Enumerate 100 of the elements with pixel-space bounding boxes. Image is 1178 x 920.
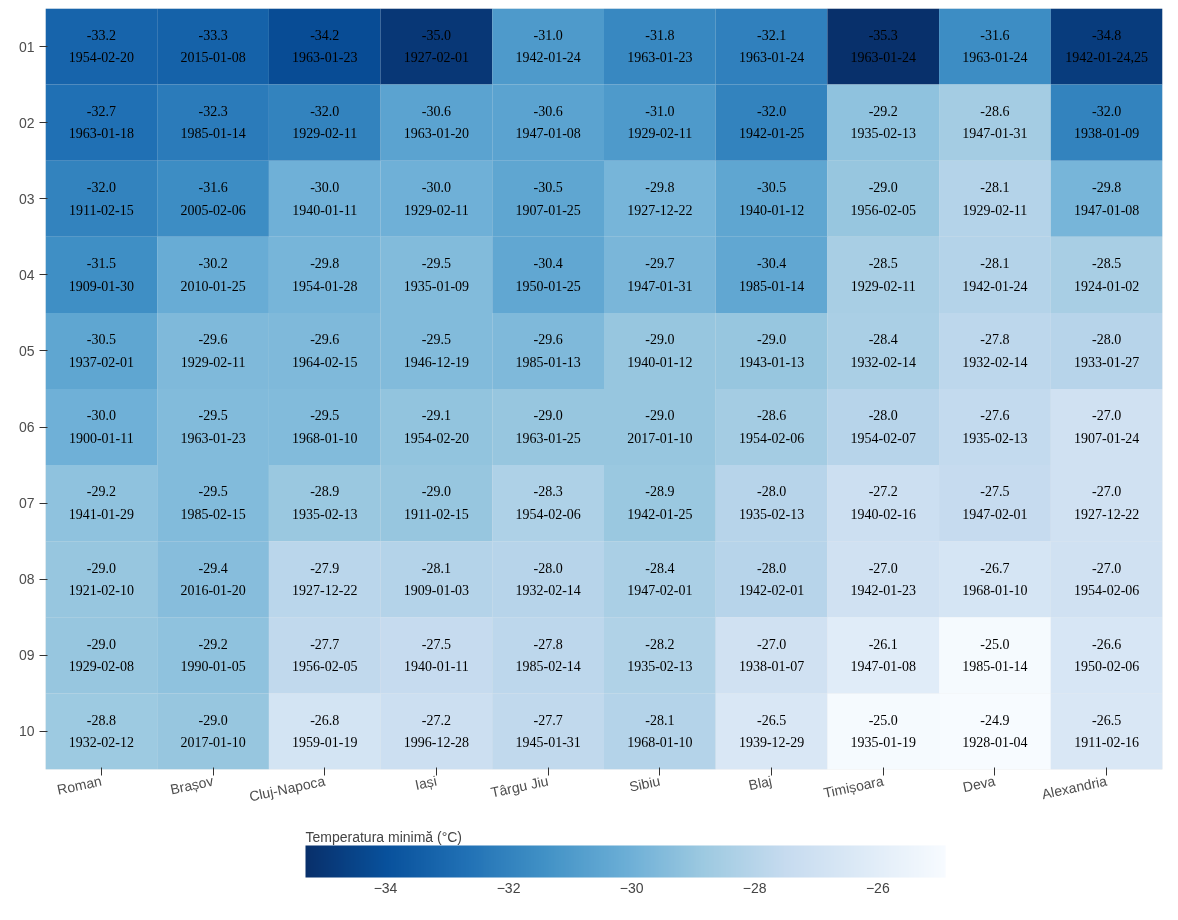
y-tick-label: 06 — [18, 419, 35, 436]
y-tick-label: 09 — [18, 647, 35, 664]
data-label: -28.1 1929-02-11 — [962, 180, 1028, 218]
data-label: -31.0 1942-01-24 — [515, 27, 581, 66]
data-label: -29.0 1956-02-05 — [850, 180, 916, 218]
data-label: -27.7 1945-01-31 — [515, 712, 581, 751]
data-label: -30.0 1940-01-11 — [292, 180, 358, 218]
data-label: -28.5 1929-02-11 — [850, 256, 916, 294]
data-label: -31.6 2005-02-06 — [180, 180, 246, 218]
data-label: -29.0 1943-01-13 — [738, 332, 805, 370]
data-label: -32.0 1911-02-15 — [68, 180, 134, 218]
data-label: -25.0 1985-01-14 — [962, 636, 1028, 675]
y-tick-label: 08 — [18, 571, 35, 588]
data-label: -29.5 1968-01-10 — [292, 408, 358, 446]
data-label: -27.7 1956-02-05 — [292, 636, 358, 675]
data-label: -26.6 1950-02-06 — [1073, 636, 1140, 675]
data-label: -28.3 1954-02-06 — [515, 484, 581, 522]
data-label: -27.0 1954-02-06 — [1073, 560, 1140, 598]
data-label: -32.3 1985-01-14 — [180, 103, 246, 142]
x-tick-label: Sibiu — [627, 772, 662, 795]
x-tick-label: Târgu Jiu — [489, 772, 550, 801]
y-tick-label: 01 — [18, 38, 35, 55]
data-label: -27.9 1927-12-22 — [292, 560, 358, 598]
y-tick-label: 02 — [18, 114, 35, 131]
color-bar-title: Temperatura minimă (°C) — [305, 828, 463, 845]
data-label: -33.2 1954-02-20 — [68, 27, 135, 66]
data-label: -29.0 1940-01-12 — [627, 332, 693, 370]
color-bar-label: −32 — [496, 879, 521, 896]
data-label: -29.5 1935-01-09 — [403, 256, 470, 294]
data-label: -28.0 1954-02-07 — [850, 408, 916, 446]
data-label: -28.4 1932-02-14 — [850, 332, 916, 370]
x-tick-label: Cluj-Napoca — [247, 772, 327, 805]
data-label: -28.9 1942-01-25 — [627, 484, 693, 522]
data-label: -29.0 1929-02-08 — [68, 636, 135, 675]
data-label: -26.5 1911-02-16 — [1074, 712, 1140, 751]
data-label: -27.0 1938-01-07 — [738, 636, 805, 675]
data-label: -34.2 1963-01-23 — [292, 27, 358, 66]
data-label: -28.1 1942-01-24 — [962, 256, 1028, 294]
data-label: -24.9 1928-01-04 — [962, 712, 1028, 751]
data-label: -27.5 1947-02-01 — [962, 484, 1028, 522]
data-label: -35.3 1963-01-24 — [850, 27, 916, 66]
y-tick-label: 04 — [18, 266, 35, 283]
data-label: -28.5 1924-01-02 — [1073, 256, 1140, 294]
data-label: -30.6 1963-01-20 — [403, 103, 470, 142]
data-label: -34.8 1942-01-24,25 — [1065, 27, 1149, 66]
data-label: -26.5 1939-12-29 — [738, 712, 805, 751]
x-tick-label: Deva — [961, 772, 997, 796]
x-tick-label: Roman — [55, 772, 104, 798]
x-tick-label: Brașov — [168, 772, 215, 798]
data-label: -26.8 1959-01-19 — [292, 712, 358, 751]
data-label: -32.0 1942-01-25 — [738, 103, 805, 142]
data-label: -27.0 1942-01-23 — [850, 560, 916, 598]
x-tick-label: Iași — [413, 772, 439, 793]
data-label: -27.0 1927-12-22 — [1073, 484, 1140, 522]
data-label: -30.4 1950-01-25 — [515, 256, 581, 294]
color-bar-label: −26 — [865, 879, 890, 896]
data-label: -27.8 1985-02-14 — [515, 636, 581, 675]
data-label: -29.8 1947-01-08 — [1073, 180, 1140, 218]
data-label: -28.1 1968-01-10 — [627, 712, 693, 751]
data-label: -29.8 1927-12-22 — [627, 180, 693, 218]
color-bar-label: −28 — [742, 879, 767, 896]
data-label: -29.0 1911-02-15 — [404, 484, 469, 522]
data-label: -30.2 2010-01-25 — [180, 256, 246, 294]
data-label: -31.0 1929-02-11 — [627, 103, 693, 142]
data-label: -35.0 1927-02-01 — [403, 27, 470, 66]
color-bar-label: −30 — [619, 879, 644, 896]
data-label: -30.0 1929-02-11 — [404, 180, 469, 218]
data-label: -29.4 2016-01-20 — [180, 560, 246, 598]
data-label: -27.2 1996-12-28 — [403, 712, 470, 751]
data-label: -29.0 1921-02-10 — [68, 560, 135, 598]
color-bar-label: −34 — [373, 879, 398, 896]
data-label: -25.0 1935-01-19 — [850, 712, 916, 751]
data-label: -29.2 1941-01-29 — [68, 484, 135, 522]
y-tick-label: 10 — [18, 723, 35, 740]
data-label: -29.8 1954-01-28 — [292, 256, 358, 294]
data-label: -29.7 1947-01-31 — [627, 256, 693, 294]
data-label: -29.5 1985-02-15 — [180, 484, 246, 522]
data-label: -30.5 1940-01-12 — [738, 180, 805, 218]
data-label: -29.2 1990-01-05 — [180, 636, 246, 675]
x-tick-label: Timișoara — [821, 772, 886, 801]
data-label: -28.0 1935-02-13 — [738, 484, 805, 522]
data-label: -32.0 1929-02-11 — [292, 103, 358, 142]
data-label: -29.2 1935-02-13 — [850, 103, 916, 142]
y-tick-label: 03 — [18, 190, 35, 207]
data-label: -27.0 1907-01-24 — [1073, 408, 1140, 446]
data-label: -30.0 1900-01-11 — [68, 408, 134, 446]
data-label: -30.5 1907-01-25 — [515, 180, 581, 218]
y-tick-label: 07 — [18, 495, 35, 512]
data-label: -29.6 1985-01-13 — [515, 332, 581, 370]
x-tick-label: Alexandria — [1040, 772, 1109, 803]
data-label: -31.5 1909-01-30 — [68, 256, 135, 294]
data-label: -26.1 1947-01-08 — [850, 636, 916, 675]
data-label: -29.6 1964-02-15 — [292, 332, 358, 370]
data-label: -28.8 1932-02-12 — [68, 712, 135, 751]
data-label: -28.0 1942-02-01 — [738, 560, 805, 598]
data-label: -29.6 1929-02-11 — [180, 332, 246, 370]
data-label: -30.5 1937-02-01 — [68, 332, 135, 370]
data-label: -31.8 1963-01-23 — [627, 27, 693, 66]
data-label: -28.6 1954-02-06 — [738, 408, 805, 446]
data-label: -27.5 1940-01-11 — [404, 636, 469, 675]
